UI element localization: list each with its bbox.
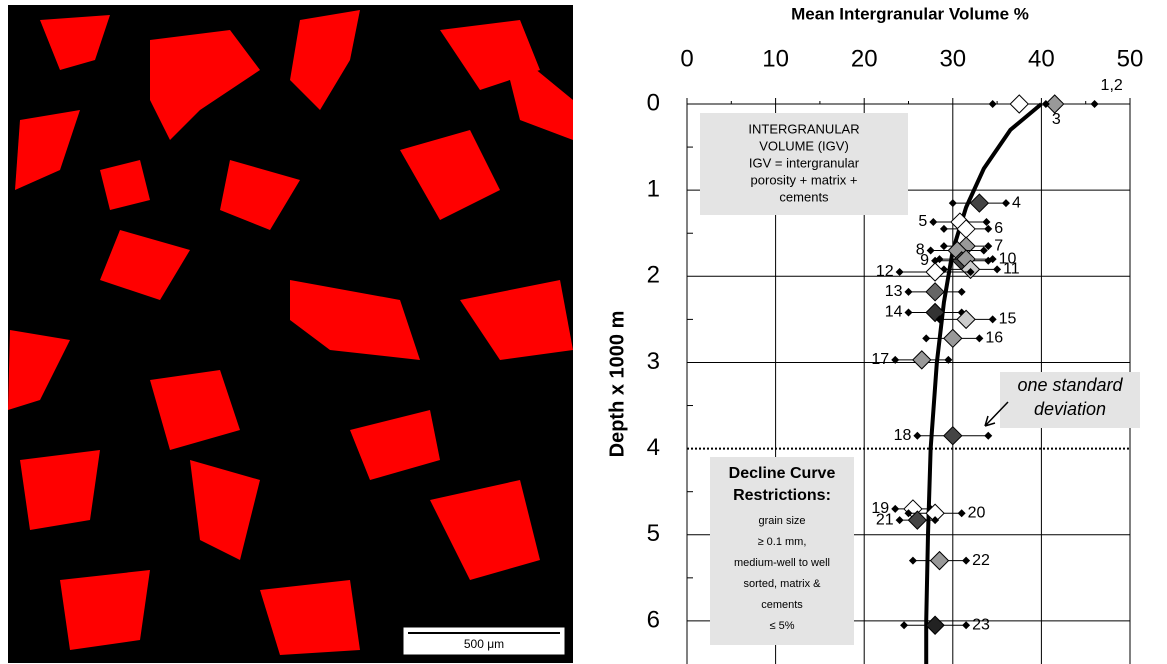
y-axis-title: Depth x 1000 m: [606, 311, 628, 458]
point-label: 14: [885, 304, 903, 321]
error-cap: [982, 218, 990, 226]
figure: 500 μm Mean Intergranular Volume % Depth…: [0, 0, 1167, 664]
point-label: 4: [1012, 194, 1021, 211]
data-point: [1010, 95, 1028, 113]
error-cap: [922, 334, 930, 342]
igv-text: IGV = intergranular: [749, 155, 860, 170]
decline-text: cements: [761, 599, 803, 611]
point-label: 22: [972, 552, 990, 569]
point-label: 6: [994, 220, 1003, 237]
point-label: 23: [972, 616, 990, 633]
error-cap: [984, 225, 992, 233]
point-label: 21: [876, 511, 894, 528]
point-label: 20: [968, 504, 986, 521]
std-dev-text: one standard: [1017, 375, 1123, 395]
data-point: [944, 427, 962, 445]
igv-text: cements: [779, 189, 829, 204]
error-cap: [929, 218, 937, 226]
decline-text: ≤ 5%: [770, 620, 795, 632]
x-tick-label: 10: [762, 45, 789, 72]
igv-text: INTERGRANULAR: [748, 121, 859, 136]
y-tick-label: 4: [647, 434, 660, 461]
scale-bar-label: 500 μm: [464, 637, 504, 651]
error-cap: [958, 509, 966, 517]
x-tick-label: 50: [1117, 45, 1144, 72]
y-tick-label: 6: [647, 606, 660, 633]
y-tick-label: 3: [647, 348, 660, 375]
data-point: [931, 552, 949, 570]
error-cap: [1091, 100, 1099, 108]
data-point: [926, 616, 944, 634]
decline-text: medium-well to well: [734, 557, 830, 569]
error-cap: [900, 621, 908, 629]
point-label: 3: [1052, 111, 1061, 128]
error-cap: [989, 315, 997, 323]
point-label: 12: [876, 263, 894, 280]
error-cap: [962, 557, 970, 565]
point-label: 15: [999, 311, 1017, 328]
data-point: [944, 329, 962, 347]
y-tick-label: 5: [647, 520, 660, 547]
point-label: 13: [885, 283, 903, 300]
error-cap: [905, 308, 913, 316]
error-cap: [989, 100, 997, 108]
error-cap: [1002, 199, 1010, 207]
error-cap: [984, 432, 992, 440]
data-point: [913, 351, 931, 369]
error-cap: [940, 225, 948, 233]
decline-text: grain size: [758, 515, 805, 527]
decline-text: sorted, matrix &: [743, 578, 821, 590]
point-label: 17: [871, 351, 889, 368]
error-cap: [975, 334, 983, 342]
annotation-box: [710, 457, 854, 645]
point-label: 16: [985, 330, 1003, 347]
x-tick-label: 30: [939, 45, 966, 72]
error-cap: [958, 288, 966, 296]
igv-text: porosity + matrix +: [751, 172, 858, 187]
micrograph: 500 μm: [8, 5, 573, 663]
error-cap: [940, 242, 948, 250]
decline-text: ≥ 0.1 mm,: [758, 536, 807, 548]
y-tick-label: 2: [647, 262, 660, 289]
error-cap: [913, 432, 921, 440]
point-label: 11: [1003, 261, 1020, 278]
point-label: 1,2: [1101, 77, 1123, 94]
data-point: [926, 283, 944, 301]
error-cap: [896, 268, 904, 276]
x-tick-label: 40: [1028, 45, 1055, 72]
std-dev-text: deviation: [1034, 399, 1106, 419]
error-cap: [909, 557, 917, 565]
point-label: 18: [894, 427, 912, 444]
y-tick-label: 0: [647, 89, 660, 116]
decline-title: Decline Curve: [729, 465, 836, 482]
x-tick-label: 20: [851, 45, 878, 72]
point-label: 9: [920, 252, 929, 269]
point-label: 5: [918, 213, 927, 230]
y-tick-label: 1: [647, 175, 660, 202]
chart-title: Mean Intergranular Volume %: [791, 4, 1029, 23]
error-cap: [949, 199, 957, 207]
error-cap: [962, 621, 970, 629]
error-cap: [905, 288, 913, 296]
error-cap: [896, 516, 904, 524]
decline-title: Restrictions:: [733, 487, 831, 504]
igv-text: VOLUME (IGV): [759, 138, 849, 153]
chart: Mean Intergranular Volume % Depth x 1000…: [606, 4, 1143, 664]
x-tick-label: 0: [680, 45, 693, 72]
